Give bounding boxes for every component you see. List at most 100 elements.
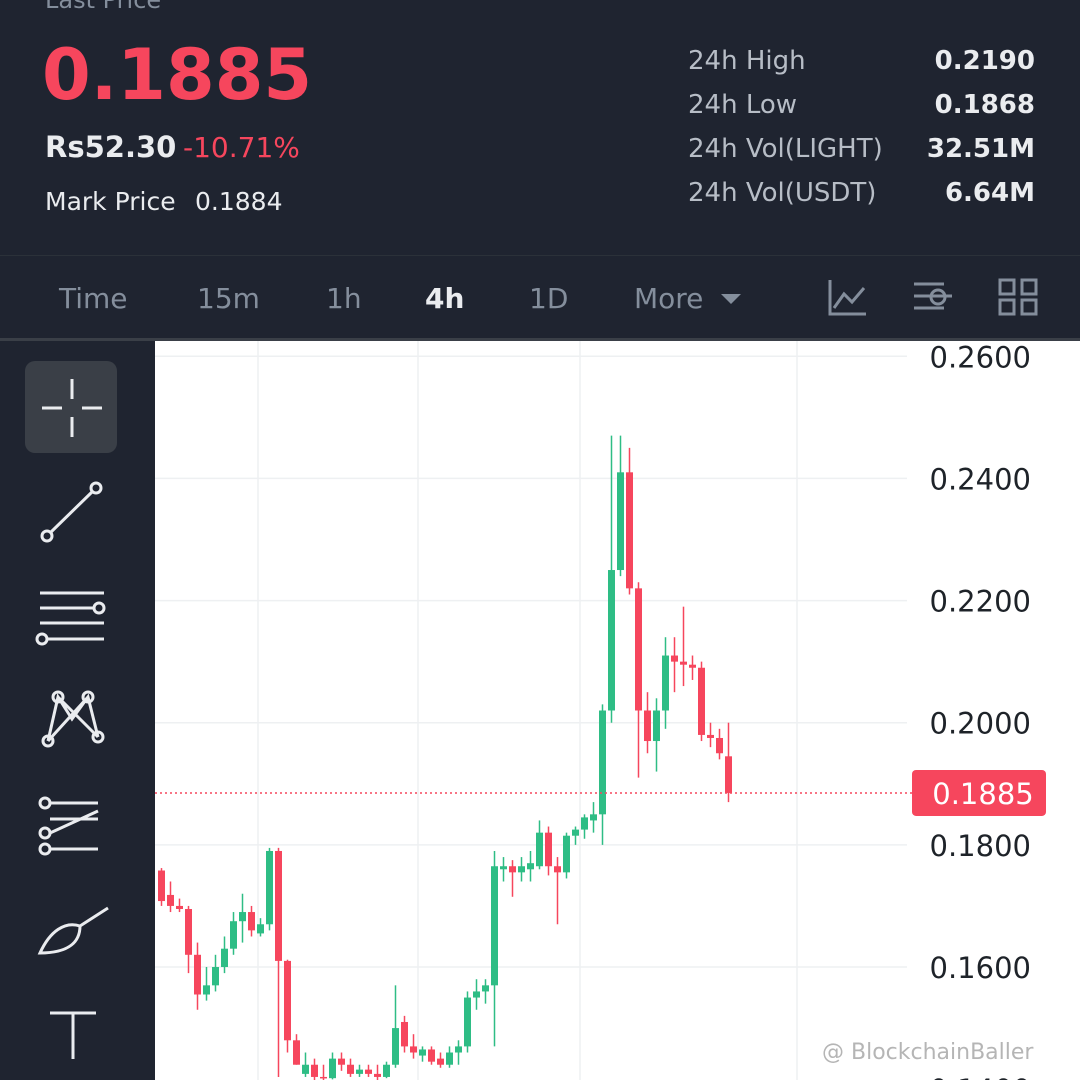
toolbar-icons[interactable] — [820, 272, 1070, 322]
mark-price: 0.1884 — [195, 187, 283, 216]
y-tick-label: 0.2000 — [930, 707, 1031, 741]
candle-body — [518, 866, 525, 873]
candle-body — [500, 866, 507, 870]
candle-body — [419, 1049, 426, 1056]
candle-body — [644, 710, 651, 742]
fiat-price: Rs52.30 — [45, 130, 177, 164]
stat-label: 24h Low — [688, 90, 798, 120]
candle-body — [464, 997, 471, 1047]
candle-body — [158, 870, 165, 902]
candle-body — [248, 912, 255, 931]
candle-body — [581, 817, 588, 830]
candle-body — [374, 1073, 381, 1077]
candle-body — [437, 1058, 444, 1065]
candle-body — [257, 924, 264, 934]
candle-body — [626, 472, 633, 589]
y-tick-label: 0.1600 — [930, 951, 1031, 985]
last-price: 0.1885 — [42, 34, 313, 116]
candle-body — [491, 866, 498, 986]
y-tick-label: 0.2200 — [930, 585, 1031, 619]
candle-body — [194, 954, 201, 995]
candlestick-chart[interactable]: 0.2600 0.2400 0.2200 0.2000 0.1800 0.1600 0.14… — [155, 341, 1080, 1080]
y-tick-label: 0.1400 — [930, 1073, 1031, 1080]
candle-body — [203, 985, 210, 995]
stat-value: 32.51M — [926, 134, 1035, 164]
mark-price-label: Mark Price — [45, 187, 176, 216]
candle-body — [221, 948, 228, 968]
candle-body — [185, 908, 192, 955]
time-tab[interactable]: More — [634, 282, 704, 315]
candle-body — [689, 664, 696, 668]
candle-body — [392, 1028, 399, 1065]
candle-body — [509, 866, 516, 873]
more-arrow — [721, 294, 741, 304]
candle-body — [347, 1064, 354, 1074]
candle-body — [662, 655, 669, 711]
candle-body — [545, 832, 552, 867]
candle-body — [725, 756, 732, 793]
time-tab[interactable]: 4h — [425, 282, 465, 315]
stat-label: 24h Vol(USDT) — [688, 178, 877, 208]
candle-body — [320, 1076, 327, 1079]
candle-body — [329, 1058, 336, 1079]
candle-body — [167, 894, 174, 906]
y-tick-label: 0.2400 — [930, 462, 1031, 496]
time-tab[interactable]: 1h — [326, 282, 362, 315]
candle-body — [599, 710, 606, 815]
candle-body — [707, 734, 714, 738]
candle-body — [284, 960, 291, 1041]
candle-body — [482, 985, 489, 992]
stat-label: 24h High — [688, 46, 806, 76]
candle-body — [473, 991, 480, 998]
last-price-label: Last Price — [45, 0, 162, 14]
candle-body — [338, 1058, 345, 1065]
candle-body — [680, 661, 687, 665]
candle-body — [293, 1040, 300, 1065]
time-tab[interactable]: 15m — [197, 282, 260, 315]
last-price-tag — [912, 769, 1046, 816]
candle-body — [212, 967, 219, 986]
candle-body — [239, 912, 246, 922]
candle-body — [617, 472, 624, 571]
time-tab[interactable]: 1D — [529, 282, 569, 315]
candle-body — [266, 850, 273, 925]
stat-value: 0.1868 — [934, 90, 1035, 120]
candle-body — [608, 570, 615, 711]
candle-body — [590, 814, 597, 821]
watermark: @ BlockchainBaller — [822, 1040, 1034, 1065]
candle-body — [365, 1069, 372, 1074]
divider — [0, 255, 1080, 256]
candle-body — [554, 866, 561, 873]
candle-body — [527, 863, 534, 870]
candle-body — [230, 921, 237, 949]
candle-body — [356, 1069, 363, 1074]
candle-body — [635, 588, 642, 711]
stat-value: 0.2190 — [934, 46, 1035, 76]
stat-value: 6.64M — [944, 178, 1035, 208]
price-change: -10.71% — [183, 131, 300, 164]
candle-body — [572, 829, 579, 836]
last-price-label: 0.1885 — [932, 777, 1033, 811]
candle-body — [446, 1052, 453, 1065]
candle-body — [275, 850, 282, 961]
candle-body — [653, 710, 660, 742]
drawing-tools[interactable] — [0, 341, 155, 1080]
candle-body — [302, 1064, 309, 1074]
candle-body — [428, 1049, 435, 1062]
divider — [0, 338, 1080, 341]
candle-body — [176, 905, 183, 909]
candle-body — [536, 832, 543, 867]
candle-body — [698, 667, 705, 735]
candle-body — [563, 835, 570, 873]
candle-body — [311, 1064, 318, 1077]
candle-body — [401, 1021, 408, 1047]
stat-label: 24h Vol(LIGHT) — [688, 134, 883, 164]
candle-body — [671, 655, 678, 662]
y-tick-label: 0.2600 — [930, 341, 1031, 374]
candle-body — [383, 1064, 390, 1077]
candle-body — [716, 737, 723, 754]
time-tab[interactable]: Time — [59, 282, 128, 315]
candle-body — [410, 1046, 417, 1053]
y-tick-label: 0.1800 — [930, 829, 1031, 863]
